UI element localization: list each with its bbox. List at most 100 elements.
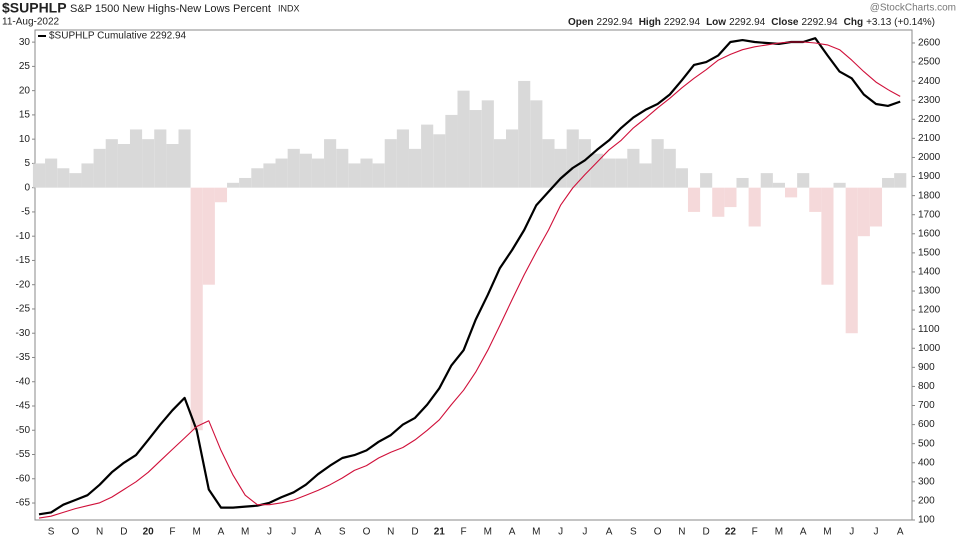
x-tick-label: S: [48, 527, 55, 538]
y2-tick-label: 800: [918, 381, 935, 392]
y-tick-label: -45: [16, 401, 31, 412]
x-tick-label: M: [775, 527, 783, 538]
histogram-bar: [894, 173, 907, 188]
y2-tick-label: 2500: [918, 57, 941, 68]
y2-tick-label: 1400: [918, 267, 941, 278]
histogram-bar: [69, 173, 82, 188]
y-tick-label: -20: [16, 279, 31, 290]
quote-label: High: [639, 17, 661, 28]
histogram-bar: [408, 148, 422, 188]
histogram-bar: [227, 182, 240, 188]
y2-tick-label: 2000: [918, 152, 941, 163]
histogram-bar: [275, 158, 288, 188]
exchange: INDX: [278, 3, 300, 13]
x-tick-label: J: [873, 527, 878, 538]
histogram-bar: [190, 187, 203, 431]
watermark: @StockCharts.com: [870, 3, 956, 14]
y-tick-label: 30: [19, 37, 31, 48]
x-tick-label: O: [654, 527, 662, 538]
y-tick-label: -10: [16, 231, 31, 242]
histogram-bar: [760, 173, 773, 188]
quote-label: Close: [771, 17, 799, 28]
histogram-bar: [142, 139, 155, 188]
quote-label: Open: [568, 17, 594, 28]
x-tick-label: 20: [143, 527, 155, 538]
histogram-bar: [724, 187, 737, 208]
x-tick-label: D: [703, 527, 710, 538]
histogram-bar: [857, 187, 870, 237]
histogram-bar: [421, 124, 434, 188]
histogram-bar: [566, 129, 579, 188]
symbol: $SUPHLP: [2, 0, 67, 16]
histogram-bar: [882, 177, 895, 188]
x-tick-label: J: [849, 527, 854, 538]
x-tick-label: F: [169, 527, 175, 538]
y2-tick-label: 1600: [918, 228, 941, 239]
y2-tick-label: 500: [918, 438, 935, 449]
plot-frame: [34, 29, 913, 521]
x-tick-label: J: [291, 527, 296, 538]
y-tick-label: -55: [16, 449, 31, 460]
histogram-bar: [117, 144, 130, 188]
histogram-bar: [129, 129, 143, 188]
histogram-bar: [687, 187, 701, 212]
histogram-bar: [784, 187, 798, 198]
histogram-bar: [93, 148, 106, 188]
quote-label: Low: [706, 17, 726, 28]
y2-tick-label: 2200: [918, 114, 941, 125]
histogram-bar: [833, 182, 846, 188]
histogram-bar: [360, 158, 373, 188]
histogram-bar: [239, 177, 252, 188]
histogram-bar: [797, 173, 810, 188]
x-tick-label: O: [363, 527, 371, 538]
y2-tick-label: 1100: [918, 324, 940, 335]
histogram-bar: [518, 80, 531, 188]
x-tick-label: S: [339, 527, 346, 538]
x-tick-label: A: [606, 527, 613, 538]
x-tick-label: A: [218, 527, 225, 538]
x-tick-label: 22: [725, 527, 737, 538]
y2-tick-label: 2600: [918, 38, 941, 49]
x-tick-label: J: [582, 527, 587, 538]
y-tick-label: -25: [16, 304, 31, 315]
y2-tick-label: 300: [918, 476, 935, 487]
histogram-bar: [372, 163, 385, 188]
x-tick-label: M: [241, 527, 249, 538]
histogram-bar: [166, 144, 179, 188]
histogram-bar: [251, 168, 264, 188]
quote-value: 2292.94: [801, 17, 838, 28]
y-tick-label: 20: [19, 85, 31, 96]
histogram-bar: [651, 139, 664, 188]
x-tick-label: A: [315, 527, 322, 538]
quote: Open 2292.94 High 2292.94 Low 2292.94 Close 229…: [568, 17, 935, 28]
line-series: [38, 37, 901, 516]
x-tick-label: 21: [434, 527, 446, 538]
histogram-bar: [433, 134, 446, 188]
y2-tick-label: 400: [918, 457, 935, 468]
histogram-bar: [396, 129, 409, 188]
y-tick-label: -50: [16, 425, 31, 436]
histogram-bar: [469, 110, 482, 188]
x-tick-label: N: [387, 527, 394, 538]
histogram-bar: [457, 90, 470, 188]
y-tick-label: -5: [21, 207, 30, 218]
histogram-bar: [336, 148, 349, 188]
histogram-bar: [506, 129, 519, 188]
x-tick-label: M: [484, 527, 492, 538]
x-tick-label: J: [267, 527, 272, 538]
histogram-bar: [603, 158, 616, 188]
histogram-bar: [712, 187, 725, 217]
x-tick-label: J: [558, 527, 563, 538]
x-tick-label: N: [678, 527, 685, 538]
histogram-bar: [81, 163, 94, 188]
y-tick-label: -65: [16, 498, 31, 509]
histogram-bar: [178, 129, 191, 188]
x-tick-label: D: [120, 527, 127, 538]
histogram-bar: [154, 129, 167, 188]
histogram-bar: [675, 168, 688, 188]
x-tick-label: N: [96, 527, 103, 538]
histogram-bar: [202, 187, 215, 285]
histogram-bar: [663, 148, 676, 188]
histogram-bar: [736, 177, 749, 188]
